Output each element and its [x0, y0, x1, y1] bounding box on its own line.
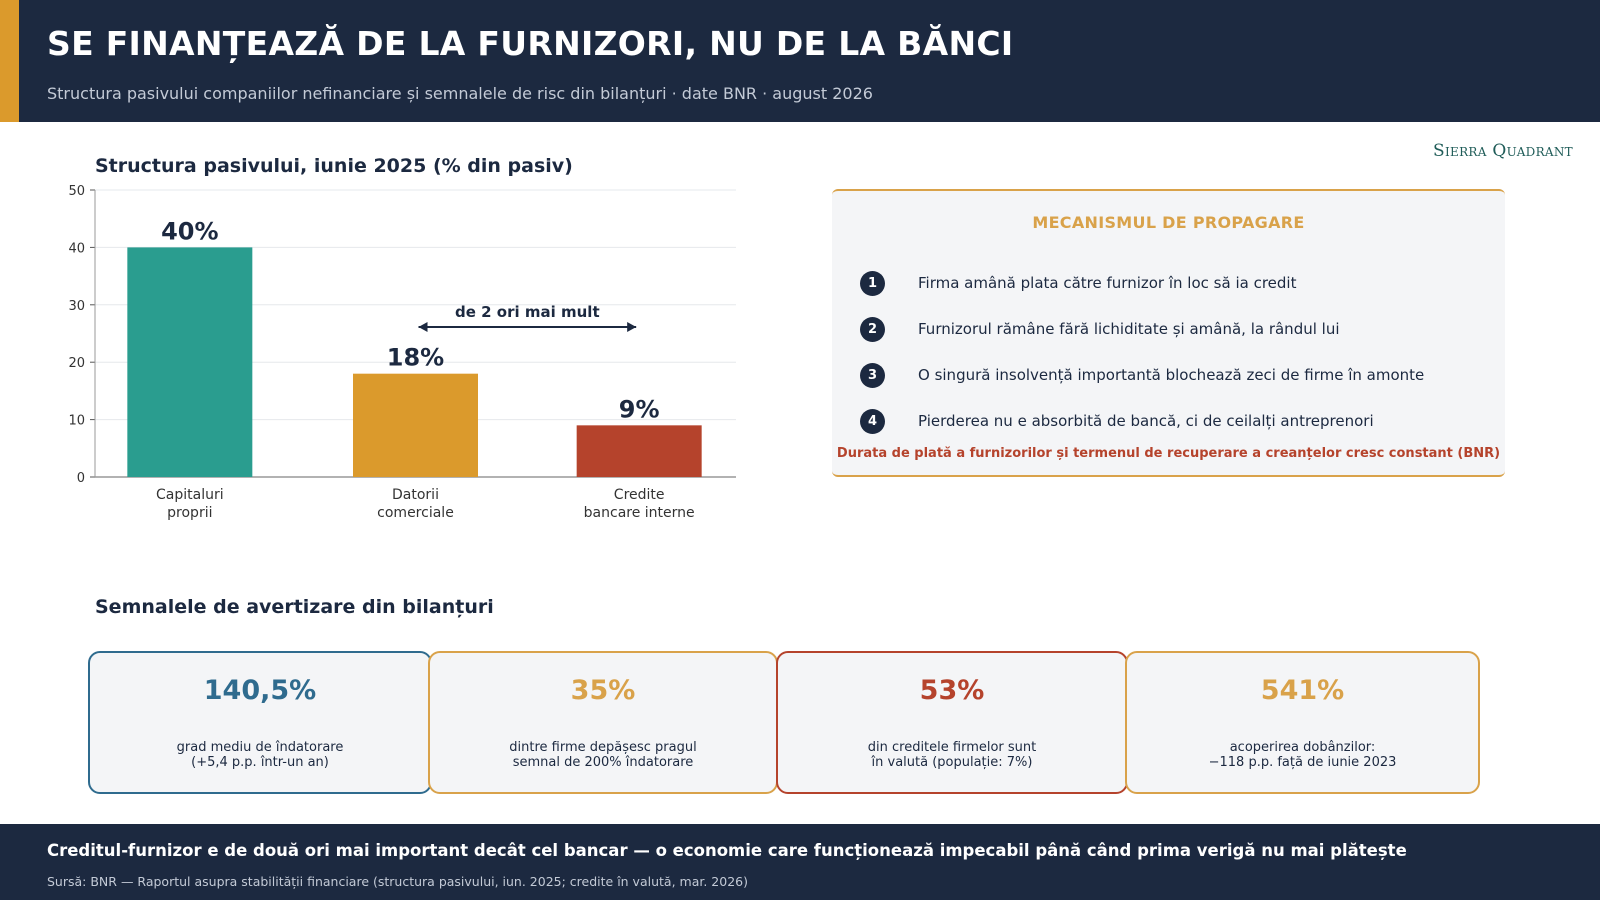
card-value: 541%	[1260, 675, 1345, 706]
y-tick-label: 30	[68, 299, 85, 314]
step-number-badge: 4	[860, 408, 885, 434]
x-tick-label: bancare interne	[584, 505, 695, 521]
step-text: O singură insolvență importantă blocheaz…	[918, 366, 1425, 384]
y-tick-label: 10	[68, 414, 85, 429]
footer-source: Sursă: BNR — Raportul asupra stabilități…	[47, 874, 748, 889]
x-tick-label: proprii	[167, 505, 212, 521]
chart-title: Structura pasivului, iunie 2025 (% din p…	[95, 155, 573, 177]
bar-data-label: 9%	[619, 395, 660, 423]
card-description: din creditele firmelor sunt în valută (p…	[867, 740, 1037, 770]
step-number-badge: 1	[860, 270, 885, 296]
bar	[576, 425, 702, 477]
footer: Creditul-furnizor e de două ori mai impo…	[0, 824, 1600, 900]
brand-logo: Sierra Quadrant	[1433, 141, 1573, 161]
step-number-badge: 2	[860, 316, 885, 342]
card-value: 35%	[570, 675, 636, 706]
card-description: grad mediu de îndatorare (+5,4 p.p. într…	[176, 740, 344, 770]
x-tick-label: Credite	[614, 487, 665, 503]
warning-card-indebtedness: 140,5% grad mediu de îndatorare (+5,4 p.…	[88, 651, 432, 794]
mechanism-step-1: 1 Firma amână plata către furnizor în lo…	[860, 270, 1296, 296]
y-tick-label: 20	[68, 356, 85, 371]
mechanism-panel: MECANISMUL DE PROPAGARE 1 Firma amână pl…	[832, 189, 1505, 477]
page-title: SE FINANȚEAZĂ DE LA FURNIZORI, NU DE LA …	[47, 24, 1014, 63]
mechanism-step-3: 3 O singură insolvență importantă bloche…	[860, 362, 1424, 388]
bar-data-label: 40%	[161, 217, 218, 245]
header: SE FINANȚEAZĂ DE LA FURNIZORI, NU DE LA …	[0, 0, 1600, 122]
warning-card-threshold: 35% dintre firme depășesc pragul semnal …	[428, 651, 778, 794]
x-tick-label: Capitaluri	[156, 487, 224, 503]
annotation-label: de 2 ori mai mult	[455, 303, 600, 321]
warnings-title: Semnalele de avertizare din bilanțuri	[95, 596, 494, 618]
step-number-badge: 3	[860, 362, 885, 388]
y-tick-label: 40	[68, 241, 85, 256]
step-text: Firma amână plata către furnizor în loc …	[918, 274, 1297, 292]
y-tick-label: 50	[68, 184, 85, 199]
card-description: dintre firme depășesc pragul semnal de 2…	[509, 740, 697, 770]
mechanism-step-2: 2 Furnizorul rămâne fără lichiditate și …	[860, 316, 1340, 342]
annotation-arrow-head-left	[418, 322, 428, 332]
x-tick-label: Datorii	[392, 487, 439, 503]
x-tick-label: comerciale	[377, 505, 454, 521]
card-value: 53%	[919, 675, 985, 706]
card-value: 140,5%	[203, 675, 317, 706]
footer-headline: Creditul-furnizor e de două ori mai impo…	[47, 841, 1407, 860]
card-description: acoperirea dobânzilor: −118 p.p. față de…	[1208, 740, 1397, 770]
step-text: Pierderea nu e absorbită de bancă, ci de…	[918, 412, 1374, 430]
warning-card-interest-coverage: 541% acoperirea dobânzilor: −118 p.p. fa…	[1125, 651, 1480, 794]
page-subtitle: Structura pasivului companiilor nefinanc…	[47, 84, 873, 103]
mechanism-note: Durata de plată a furnizorilor și termen…	[836, 446, 1501, 461]
step-text: Furnizorul rămâne fără lichiditate și am…	[918, 320, 1340, 338]
bar	[127, 247, 253, 477]
mechanism-step-4: 4 Pierderea nu e absorbită de bancă, ci …	[860, 408, 1374, 434]
warning-card-fx-credit: 53% din creditele firmelor sunt în valut…	[776, 651, 1128, 794]
bar-data-label: 18%	[387, 344, 444, 372]
bar-chart: 0 10 20 30 40 50 40% Capitaluri proprii 18% Datori…	[68, 184, 736, 521]
y-tick-label: 0	[77, 471, 85, 486]
bar	[353, 373, 478, 477]
annotation-arrow-head-right	[627, 322, 637, 332]
mechanism-title: MECANISMUL DE PROPAGARE	[1032, 213, 1305, 232]
header-accent-bar	[0, 0, 19, 122]
